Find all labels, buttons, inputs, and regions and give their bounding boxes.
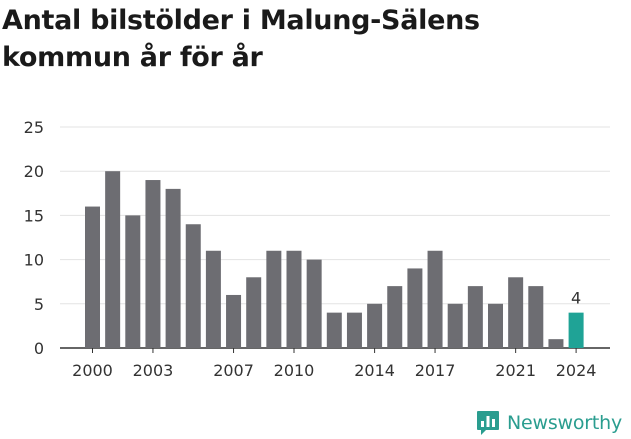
bar-2024 — [568, 312, 584, 348]
bar-2017 — [427, 250, 443, 348]
bar-2006 — [205, 250, 221, 348]
x-tick-label: 2003 — [133, 361, 174, 380]
bar-2021 — [508, 277, 524, 348]
data-label-2024: 4 — [571, 289, 581, 308]
bar-2010 — [286, 250, 302, 348]
y-tick-label: 5 — [34, 295, 44, 314]
bar-2023 — [548, 339, 564, 348]
x-tick-label: 2010 — [274, 361, 315, 380]
bar-2014 — [367, 303, 383, 348]
x-axis-ticks: 2000 2003 2007 2010 2014 2017 2021 2024 — [72, 348, 596, 380]
bar-2003 — [145, 180, 161, 348]
x-tick-label: 2017 — [415, 361, 456, 380]
y-tick-label: 25 — [24, 118, 44, 137]
y-tick-label: 15 — [24, 206, 44, 225]
x-tick-label: 2014 — [354, 361, 395, 380]
x-tick-label: 2007 — [213, 361, 254, 380]
bar-2020 — [488, 303, 503, 348]
bar-2022 — [528, 286, 544, 348]
x-tick-label: 2024 — [556, 361, 597, 380]
bar-2018 — [447, 303, 463, 348]
bar-2005 — [185, 224, 201, 348]
bar-2012 — [326, 312, 342, 348]
bar-2019 — [467, 286, 483, 348]
newsworthy-logo-icon — [477, 411, 499, 435]
data-labels: 4 — [571, 289, 581, 308]
bar-2007 — [226, 294, 242, 348]
bar-2002 — [125, 215, 141, 348]
x-tick-label: 2000 — [72, 361, 113, 380]
y-tick-label: 10 — [24, 251, 44, 270]
brand-name: Newsworthy — [507, 412, 623, 434]
x-tick-label: 2021 — [495, 361, 536, 380]
bar-2016 — [407, 268, 423, 348]
bar-2015 — [387, 286, 403, 348]
y-tick-label: 20 — [24, 162, 44, 181]
bar-2004 — [165, 188, 181, 348]
y-axis-ticks: 0 5 10 15 20 25 — [24, 118, 44, 358]
bar-2001 — [105, 171, 121, 348]
bar-2011 — [306, 259, 322, 348]
bars — [85, 171, 584, 348]
bar-2013 — [346, 312, 362, 348]
y-tick-label: 0 — [34, 339, 44, 358]
newsworthy-logo[interactable]: Newsworthy — [476, 408, 622, 438]
bar-2009 — [266, 250, 282, 348]
bar-2008 — [246, 277, 262, 348]
bar-2000 — [85, 206, 100, 348]
chart-title: Antal bilstölder i Malung-Sälens kommun … — [2, 5, 480, 73]
